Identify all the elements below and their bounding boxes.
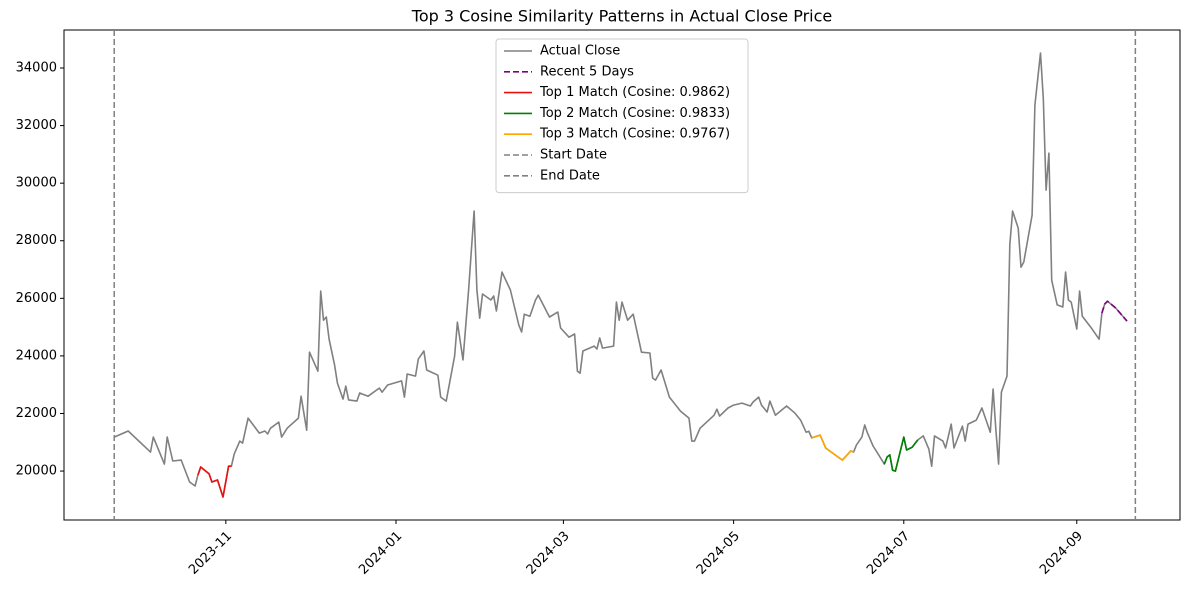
legend-label: Top 1 Match (Cosine: 0.9862) bbox=[539, 85, 730, 100]
plot-frame bbox=[63, 29, 1181, 521]
legend-label: Start Date bbox=[540, 148, 607, 163]
legend-label: Actual Close bbox=[540, 44, 620, 59]
x-tick-label: 2024-01 bbox=[356, 529, 405, 578]
series-line bbox=[197, 465, 232, 498]
chart-title: Top 3 Cosine Similarity Patterns in Actu… bbox=[411, 7, 832, 26]
series-line bbox=[811, 434, 854, 461]
y-tick-label: 22000 bbox=[16, 406, 57, 421]
y-tick-label: 28000 bbox=[16, 233, 57, 248]
legend-label: Recent 5 Days bbox=[540, 64, 634, 79]
y-tick-label: 32000 bbox=[16, 118, 57, 133]
x-tick-label: 2024-05 bbox=[694, 529, 743, 578]
y-tick-label: 24000 bbox=[16, 348, 57, 363]
legend-label: Top 3 Match (Cosine: 0.9767) bbox=[539, 127, 730, 142]
series-line bbox=[883, 436, 919, 472]
series-line bbox=[1101, 300, 1128, 322]
y-tick-label: 26000 bbox=[16, 291, 57, 306]
legend-label: Top 2 Match (Cosine: 0.9833) bbox=[539, 106, 730, 121]
legend-label: End Date bbox=[540, 168, 600, 183]
x-tick-label: 2024-03 bbox=[524, 529, 573, 578]
y-tick-label: 30000 bbox=[16, 176, 57, 191]
x-tick-label: 2024-07 bbox=[864, 529, 913, 578]
y-tick-label: 34000 bbox=[16, 61, 57, 76]
x-tick-label: 2023-11 bbox=[186, 529, 235, 578]
y-tick-label: 20000 bbox=[16, 464, 57, 479]
series-line bbox=[113, 52, 1128, 498]
x-tick-label: 2024-09 bbox=[1037, 529, 1086, 578]
legend-box bbox=[495, 38, 749, 194]
